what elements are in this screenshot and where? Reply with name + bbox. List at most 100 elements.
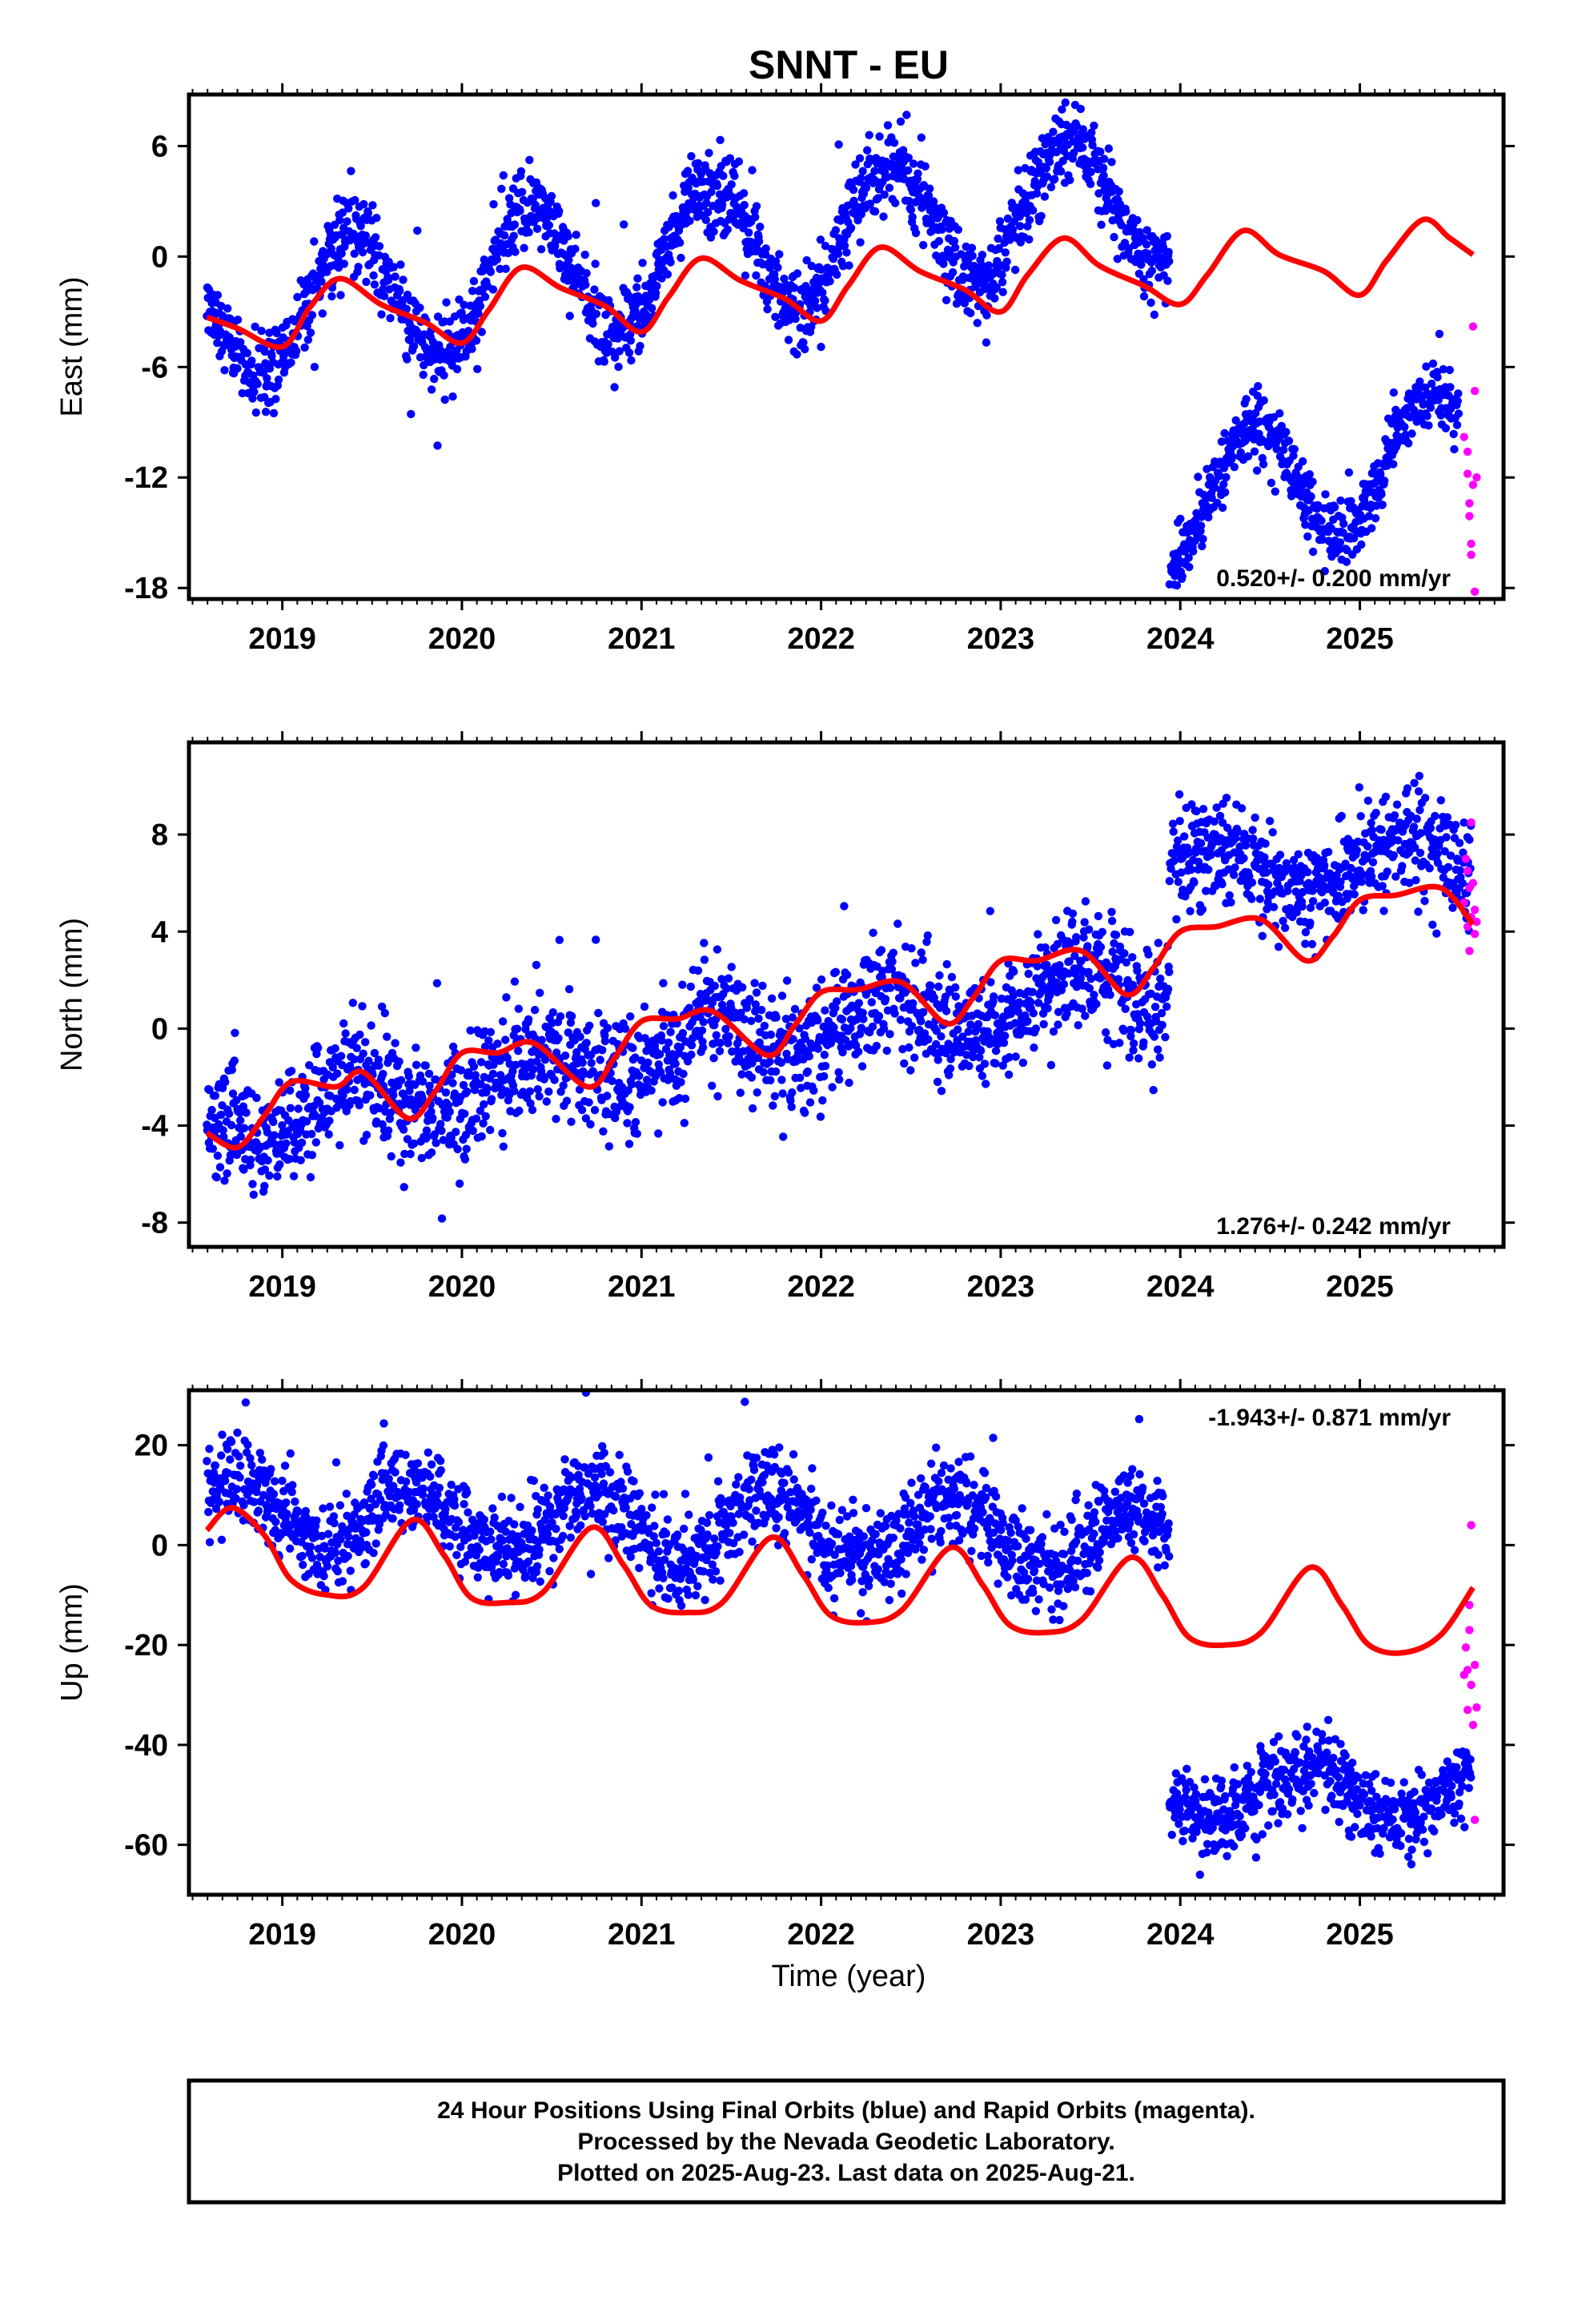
east-final-point [1045,158,1054,167]
east-final-point [361,231,370,240]
north-final-point [1001,1031,1010,1040]
east-final-point [1001,248,1010,257]
east-y-tick-label: -12 [124,461,168,495]
east-final-point [739,189,749,198]
north-final-point [1172,915,1181,924]
east-final-point [730,171,739,180]
north-final-point [767,994,777,1003]
east-final-point [913,169,922,178]
north-final-point [722,984,731,993]
north-final-point [336,1051,346,1060]
north-final-point [1115,1039,1124,1047]
north-final-point [480,1100,488,1109]
north-final-point [501,1035,510,1044]
east-final-point [818,288,827,297]
east-final-point [1428,359,1438,368]
north-final-point [1301,939,1310,948]
east-final-point [1196,521,1206,530]
east-final-point [626,336,635,345]
north-final-point [900,1059,909,1068]
north-final-point [1436,796,1446,805]
east-y-tick-label: 0 [151,240,168,274]
east-final-point [1259,460,1268,468]
north-final-point [1154,1045,1162,1054]
east-final-point [1002,257,1011,266]
east-final-point [994,234,1002,243]
east-final-point [565,312,574,320]
north-final-point [524,1015,533,1024]
north-final-point [647,1086,656,1095]
north-final-point [550,1076,559,1084]
north-final-point [348,999,357,1007]
up-final-point [288,1481,297,1490]
east-final-point [802,255,811,265]
east-final-point [564,255,573,264]
north-final-point [499,1142,508,1151]
east-final-point [347,167,355,175]
east-final-point [433,441,442,450]
north-final-point [566,1018,576,1027]
east-final-point [683,167,693,175]
east-rapid-point [1467,550,1476,559]
north-final-point [252,1093,261,1103]
north-final-point [772,1013,781,1022]
east-final-point [1219,480,1228,489]
north-final-point [399,1125,408,1134]
north-final-point [1289,855,1299,865]
north-final-point [664,1076,673,1084]
north-final-point [710,981,719,991]
up-final-point [367,1480,376,1490]
east-final-point [497,184,506,193]
east-final-point [310,237,319,246]
north-final-point [220,1176,229,1185]
north-final-point [486,1125,495,1135]
north-final-point [924,1035,933,1044]
north-final-point [1092,999,1101,1008]
north-final-point [1150,1032,1159,1041]
north-final-point [1411,843,1419,852]
north-final-point [412,1060,421,1070]
east-final-point [834,140,843,149]
east-final-point [1220,428,1229,438]
north-final-point [1255,895,1265,903]
north-final-point [1084,967,1093,977]
east-final-point [1435,329,1444,339]
north-final-point [1409,822,1419,831]
east-final-point [652,282,661,291]
north-final-point [1416,829,1425,838]
north-final-point [1107,916,1117,926]
north-final-point [846,1023,855,1033]
north-final-point [219,1132,228,1141]
north-final-point [589,1068,598,1077]
east-final-point [666,258,675,267]
east-final-point [801,344,809,354]
up-final-point [243,1440,252,1449]
east-final-point [821,296,829,305]
up-final-point [217,1451,226,1460]
north-final-point [838,1047,847,1057]
up-final-point [258,1455,267,1464]
north-final-point [1043,1003,1052,1013]
north-final-point [677,1078,685,1087]
east-final-point [486,267,495,276]
east-final-point [1267,478,1276,488]
north-final-point [631,1053,640,1062]
north-final-point [1186,907,1195,916]
north-final-point [833,997,841,1006]
east-final-point [1014,166,1023,175]
north-final-point [537,1035,546,1044]
east-final-point [891,199,900,207]
figure-title: SNNT - EU [749,42,949,87]
east-final-point [1057,167,1066,176]
east-final-point [496,264,504,273]
north-final-point [496,1056,504,1065]
north-final-point [530,1006,540,1015]
east-final-point [1335,538,1345,547]
north-final-point [777,991,787,1000]
up-panel: 2019 2020 2021 2022 2023 2024 2025200-20-40-60… [55,1379,1515,1952]
east-final-point [687,151,696,161]
north-plot-frame [187,740,1506,1249]
east-final-point [1222,472,1231,482]
east-final-point [791,315,800,324]
north-velocity-label: 1.276+/- 0.242 mm/yr [1216,1213,1451,1240]
